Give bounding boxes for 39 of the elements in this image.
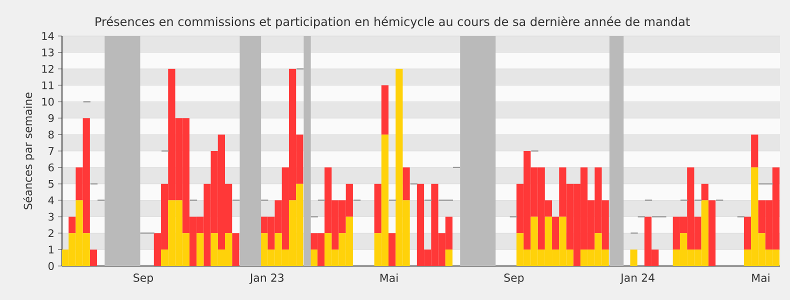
bar — [68, 216, 76, 234]
x-tick-label: Mai — [752, 274, 770, 282]
bar — [90, 250, 98, 266]
y-tick-label: 0 — [48, 262, 54, 270]
bar — [381, 85, 389, 135]
chart-title: Présences en commissions et participation en hémicycle au cours de sa dernière année de mandat — [96, 16, 690, 28]
bar — [701, 184, 708, 200]
y-tick-label: 1 — [48, 246, 54, 254]
y-tick-label: 2 — [48, 229, 54, 238]
y-tick-label: 11 — [42, 81, 54, 90]
bar — [402, 167, 410, 200]
bar — [310, 250, 318, 266]
y-tick-label: 4 — [48, 196, 54, 204]
y-tick-label: 5 — [48, 180, 54, 188]
bar — [744, 216, 752, 250]
bar — [388, 233, 396, 266]
y-tick-label: 8 — [48, 130, 54, 139]
x-tick-label: Jan 24 — [620, 274, 654, 284]
x-tick-label: Jan 23 — [249, 274, 284, 284]
y-tick-label: 9 — [48, 114, 54, 122]
bar — [196, 233, 204, 266]
bar — [232, 233, 240, 266]
y-tick-label: 7 — [48, 147, 54, 155]
y-tick-label: 12 — [42, 64, 54, 73]
bar — [374, 184, 382, 234]
bar — [445, 250, 452, 266]
bar — [751, 134, 758, 168]
bar — [552, 216, 560, 250]
y-tick-label: 3 — [48, 212, 54, 221]
bar — [708, 200, 716, 266]
y-tick-label: 14 — [42, 32, 54, 40]
bar — [630, 250, 638, 266]
y-tick-label: 13 — [42, 48, 54, 56]
x-tick-label: Sep — [134, 274, 154, 284]
y-tick-label: 6 — [48, 163, 54, 172]
x-tick-label: Mai — [380, 274, 398, 282]
y-axis-title: Séances par semaine — [23, 92, 34, 210]
x-tick-label: Sep — [504, 274, 524, 284]
y-tick-label: 10 — [42, 98, 54, 106]
